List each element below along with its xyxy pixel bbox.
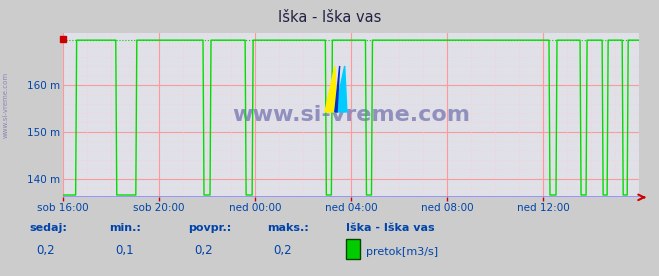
Polygon shape: [335, 66, 347, 112]
Text: 0,2: 0,2: [36, 244, 55, 257]
Text: maks.:: maks.:: [267, 223, 308, 233]
Polygon shape: [325, 66, 337, 112]
Text: Iška - Iška vas: Iška - Iška vas: [278, 10, 381, 25]
Text: min.:: min.:: [109, 223, 140, 233]
Text: www.si-vreme.com: www.si-vreme.com: [2, 72, 9, 138]
Text: pretok[m3/s]: pretok[m3/s]: [366, 247, 438, 257]
Text: 0,2: 0,2: [194, 244, 213, 257]
Text: sedaj:: sedaj:: [30, 223, 67, 233]
Text: 0,1: 0,1: [115, 244, 134, 257]
Text: www.si-vreme.com: www.si-vreme.com: [232, 105, 470, 125]
Text: 0,2: 0,2: [273, 244, 292, 257]
Text: Iška - Iška vas: Iška - Iška vas: [346, 223, 434, 233]
Text: povpr.:: povpr.:: [188, 223, 231, 233]
Polygon shape: [335, 66, 339, 112]
